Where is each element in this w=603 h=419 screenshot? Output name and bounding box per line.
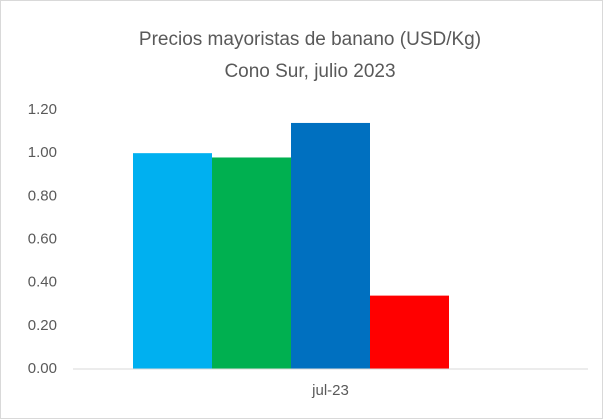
y-tick-label: 1.20 bbox=[28, 101, 57, 118]
bar bbox=[212, 157, 291, 369]
bar bbox=[370, 295, 449, 369]
bar bbox=[133, 153, 212, 369]
chart-subtitle: Cono Sur, julio 2023 bbox=[224, 61, 395, 82]
y-tick-label: 0.00 bbox=[28, 360, 57, 377]
y-tick-label: 1.00 bbox=[28, 144, 57, 161]
bar bbox=[291, 122, 370, 369]
y-tick-label: 0.60 bbox=[28, 230, 57, 247]
y-tick-label: 0.40 bbox=[28, 274, 57, 291]
chart-title: Precios mayoristas de banano (USD/Kg) bbox=[139, 29, 481, 50]
x-tick-label: jul-23 bbox=[311, 382, 349, 399]
y-tick-label: 0.80 bbox=[28, 187, 57, 204]
y-tick-label: 0.20 bbox=[28, 317, 57, 334]
